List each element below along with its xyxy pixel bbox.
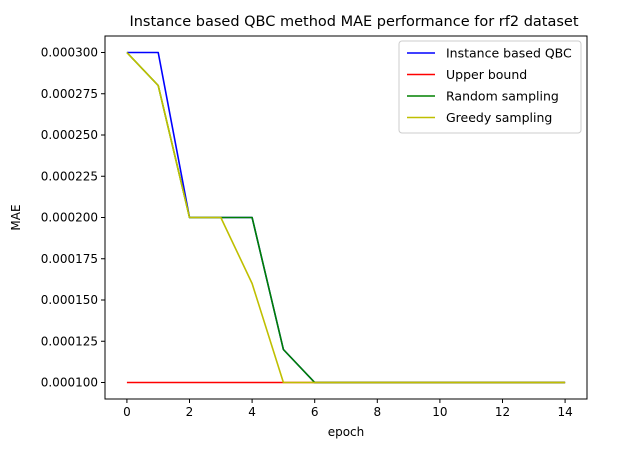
x-tick-label: 0 (123, 405, 131, 419)
series-lines (126, 51, 566, 384)
legend: Instance based QBC Upper bound Random samp… (398, 40, 582, 134)
x-tick-label: 2 (186, 405, 194, 419)
y-axis-ticks: 0.000100 0.000125 0.000150 0.000175 0.000200… (41, 46, 105, 390)
y-tick-label: 0.000175 (41, 252, 98, 266)
chart-title: Instance based QBC method MAE performanc… (129, 14, 578, 30)
x-tick-label: 10 (432, 405, 447, 419)
x-tick-label: 14 (557, 405, 572, 419)
y-tick-label: 0.000225 (41, 169, 98, 183)
x-tick-label: 4 (248, 405, 256, 419)
series-line-greedy-sampling (126, 51, 566, 384)
legend-entry-label: Random sampling (446, 89, 559, 104)
y-tick-label: 0.000100 (41, 376, 98, 390)
x-tick-label: 12 (495, 405, 510, 419)
y-tick-label: 0.000150 (41, 293, 98, 307)
y-tick-label: 0.000275 (41, 87, 98, 101)
y-axis-label: MAE (9, 204, 23, 230)
y-tick-label: 0.000125 (41, 334, 98, 348)
x-axis-ticks: 0 2 4 6 8 10 12 14 (123, 399, 573, 419)
y-tick-label: 0.000300 (41, 46, 98, 60)
y-tick-label: 0.000200 (41, 211, 98, 225)
x-tick-label: 6 (311, 405, 319, 419)
legend-box (398, 40, 582, 134)
plot-frame (104, 35, 588, 400)
legend-entry-label: Upper bound (446, 67, 527, 82)
legend-entry-label: Instance based QBC (446, 46, 572, 61)
x-tick-label: 8 (373, 405, 381, 419)
legend-entry-label: Greedy sampling (446, 110, 552, 125)
x-axis-label: epoch (328, 425, 365, 439)
y-tick-label: 0.000250 (41, 128, 98, 142)
